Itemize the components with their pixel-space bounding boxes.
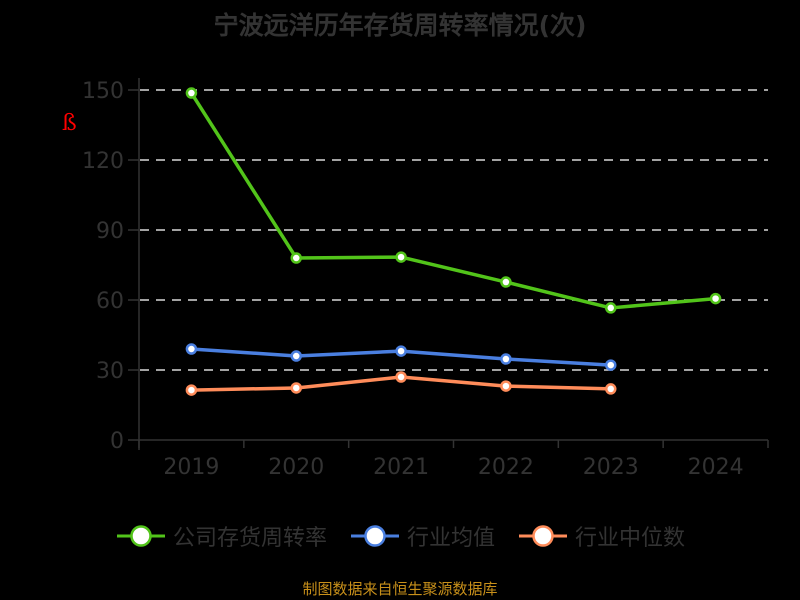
data-point[interactable] xyxy=(500,353,512,365)
data-point[interactable] xyxy=(290,382,302,394)
data-point[interactable] xyxy=(395,345,407,357)
data-point[interactable] xyxy=(395,371,407,383)
data-point[interactable] xyxy=(500,276,512,288)
x-tick-label: 2019 xyxy=(163,455,219,480)
legend-label: 行业中位数 xyxy=(575,526,686,551)
data-point[interactable] xyxy=(185,343,198,355)
data-point[interactable] xyxy=(605,383,617,395)
legend-label: 行业均值 xyxy=(406,526,495,551)
y-tick-label: 150 xyxy=(82,79,124,104)
y-tick-label: 30 xyxy=(96,359,124,384)
y-tick-label: 60 xyxy=(96,289,124,314)
x-tick-label: 2024 xyxy=(688,455,744,480)
data-point[interactable] xyxy=(709,292,722,305)
data-point[interactable] xyxy=(185,87,198,99)
legend-marker-icon xyxy=(519,525,567,547)
data-point[interactable] xyxy=(290,350,302,362)
chart-legend: 公司存货周转率 行业均值 行业中位数 xyxy=(0,520,800,552)
data-point[interactable] xyxy=(605,359,617,371)
legend-marker-icon xyxy=(350,525,399,547)
data-source-note: 制图数据来自恒生聚源数据库 xyxy=(302,580,498,598)
legend-label: 公司存货周转率 xyxy=(172,526,327,551)
x-tick-label: 2022 xyxy=(478,455,534,480)
data-point[interactable] xyxy=(290,252,302,264)
x-tick-label: 2021 xyxy=(373,455,429,480)
x-tick-label: 2023 xyxy=(583,455,639,480)
x-tick-label: 2020 xyxy=(268,455,324,480)
series-line-0 xyxy=(189,92,716,310)
annotation-mark: ß xyxy=(62,111,77,136)
y-tick-label: 90 xyxy=(96,219,124,244)
y-tick-label: 120 xyxy=(82,149,124,174)
data-point[interactable] xyxy=(605,302,617,314)
data-point[interactable] xyxy=(185,384,198,396)
legend-item-industry_median[interactable]: 行业中位数 xyxy=(517,520,685,552)
legend-item-company[interactable]: 公司存货周转率 xyxy=(115,520,327,552)
chart-title: 宁波远洋历年存货周转率情况(次) xyxy=(213,11,587,40)
data-point[interactable] xyxy=(395,251,407,263)
legend-marker-icon xyxy=(116,525,165,547)
legend-item-industry_avg[interactable]: 行业均值 xyxy=(349,520,495,552)
y-tick-label: 0 xyxy=(110,429,124,454)
data-point[interactable] xyxy=(500,380,512,392)
